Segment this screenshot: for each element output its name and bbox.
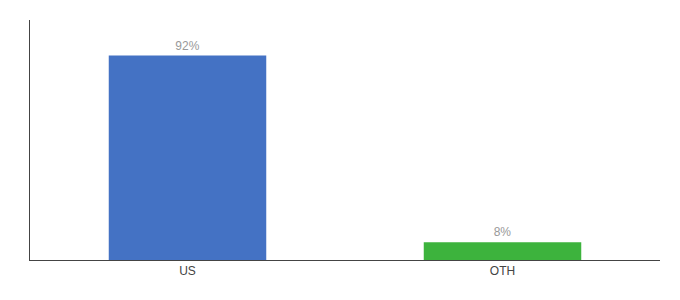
- svg-text:8%: 8%: [494, 225, 512, 239]
- svg-text:US: US: [179, 264, 196, 278]
- svg-text:OTH: OTH: [490, 264, 515, 278]
- svg-text:92%: 92%: [175, 39, 199, 53]
